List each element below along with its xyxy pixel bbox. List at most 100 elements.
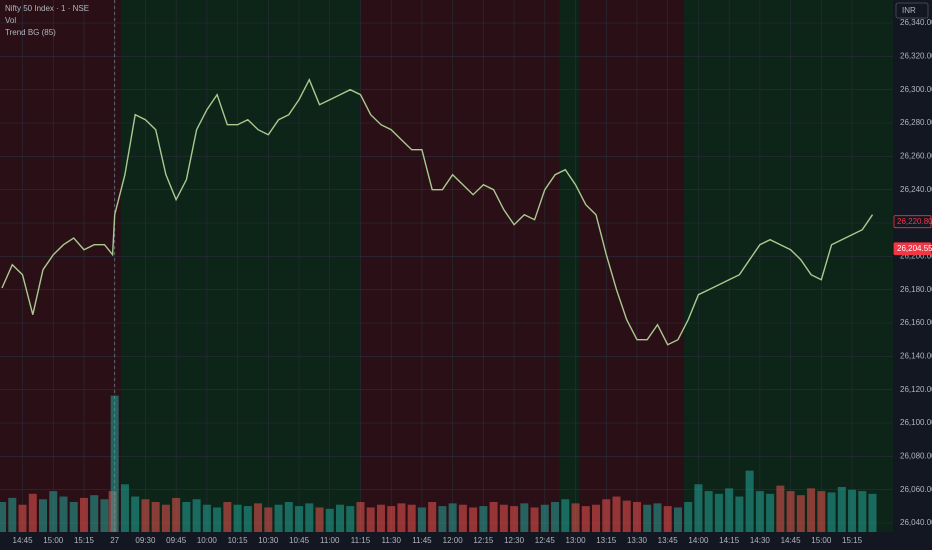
- volume-bar: [622, 500, 631, 532]
- volume-bar: [776, 485, 785, 532]
- x-tick-label: 12:30: [504, 536, 525, 545]
- volume-bar: [417, 507, 426, 532]
- volume-bar: [643, 504, 652, 532]
- y-tick-label: 26,120.00: [900, 385, 932, 394]
- volume-bar: [335, 504, 344, 532]
- volume-bar: [858, 491, 867, 532]
- volume-bar: [387, 506, 396, 532]
- y-tick-label: 26,140.00: [900, 351, 932, 360]
- volume-bar: [325, 508, 334, 532]
- volume-bar: [202, 504, 211, 532]
- y-tick-label: 26,260.00: [900, 151, 932, 160]
- volume-bar: [848, 489, 857, 532]
- volume-bar: [448, 503, 457, 532]
- background-layer: [0, 0, 893, 532]
- volume-bar: [182, 502, 191, 532]
- y-tick-label: 26,200.00: [900, 251, 932, 260]
- volume-bar: [745, 470, 754, 532]
- currency-box[interactable]: [895, 2, 929, 19]
- volume-bar: [295, 506, 304, 532]
- volume-bar: [28, 493, 37, 532]
- volume-bar: [551, 502, 560, 532]
- trend-zone: [559, 0, 580, 532]
- volume-bar: [592, 504, 601, 532]
- volume-bar: [479, 506, 488, 532]
- volume-bar: [305, 503, 314, 532]
- volume-bar: [438, 506, 447, 532]
- x-tick-label: 10:30: [258, 536, 279, 545]
- y-tick-label: 26,240.00: [900, 185, 932, 194]
- volume-bar: [69, 502, 78, 532]
- volume-bar: [233, 504, 242, 532]
- volume-bar: [39, 499, 48, 532]
- x-tick-label: 10:00: [197, 536, 218, 545]
- volume-bar: [725, 488, 734, 532]
- trend-zone: [0, 0, 121, 532]
- volume-bar: [469, 507, 478, 532]
- volume-bar: [397, 503, 406, 532]
- volume-bar: [376, 504, 385, 532]
- volume-bar: [766, 493, 775, 532]
- volume-bar: [704, 491, 713, 532]
- volume-bar: [581, 506, 590, 532]
- volume-bar: [274, 504, 283, 532]
- axes-layer: 26,040.00 26,060.00 26,080.00 26,100.00 26,1…: [13, 18, 932, 545]
- volume-bar: [602, 499, 611, 532]
- volume-bar: [510, 506, 519, 532]
- x-tick-label: 11:30: [381, 536, 401, 545]
- volume-bar: [428, 502, 437, 532]
- volume-bar: [520, 503, 529, 532]
- volume-bar: [120, 484, 129, 532]
- volume-bar: [8, 497, 17, 532]
- volume-bar: [151, 502, 160, 532]
- x-tick-label: 14:45: [13, 536, 34, 545]
- volume-bar: [49, 491, 58, 532]
- trend-zone: [684, 0, 893, 532]
- y-tick-label: 26,060.00: [900, 485, 932, 494]
- x-tick-label: 12:00: [443, 536, 464, 545]
- volume-bar: [571, 503, 580, 532]
- volume-bar: [18, 504, 27, 532]
- volume-bar: [90, 495, 99, 532]
- x-tick-label: 11:45: [412, 536, 432, 545]
- x-tick-label: 13:00: [566, 536, 587, 545]
- trend-zone: [360, 0, 560, 532]
- y-tick-label: 26,160.00: [900, 318, 932, 327]
- y-tick-label: 26,180.00: [900, 285, 932, 294]
- volume-bar: [540, 504, 549, 532]
- volume-bar: [346, 506, 355, 532]
- x-tick-label: 09:45: [166, 536, 187, 545]
- currency-label[interactable]: INR: [902, 6, 916, 15]
- volume-bar: [755, 491, 764, 532]
- volume-bar: [141, 499, 150, 532]
- x-tick-label: 10:15: [228, 536, 249, 545]
- volume-bar: [735, 496, 744, 532]
- volume-bar: [213, 507, 222, 532]
- x-tick-label: 13:15: [596, 536, 617, 545]
- price-tag: [893, 215, 932, 229]
- volume-bar: [243, 506, 252, 532]
- price-axis-panel: [893, 0, 932, 550]
- y-tick-label: 26,340.00: [900, 18, 932, 27]
- y-tick-label: 26,300.00: [900, 85, 932, 94]
- x-tick-label: 27: [110, 536, 119, 545]
- volume-bar: [786, 491, 795, 532]
- volume-bar: [366, 507, 375, 532]
- volume-bar: [837, 487, 846, 532]
- trend-zone: [579, 0, 685, 532]
- volume-bar: [59, 496, 68, 532]
- volume-bar: [694, 484, 703, 532]
- y-tick-label: 26,280.00: [900, 118, 932, 127]
- volume-bar: [131, 496, 140, 532]
- x-tick-label: 13:45: [658, 536, 679, 545]
- volume-bar: [796, 495, 805, 532]
- volume-bar: [223, 502, 232, 532]
- volume-bar: [612, 496, 621, 532]
- volume-bar: [254, 503, 263, 532]
- y-tick-label: 26,080.00: [900, 451, 932, 460]
- x-tick-label: 12:45: [535, 536, 556, 545]
- volume-bar: [499, 504, 508, 532]
- price-line: [1, 78, 874, 346]
- y-tick-label: 26,100.00: [900, 418, 932, 427]
